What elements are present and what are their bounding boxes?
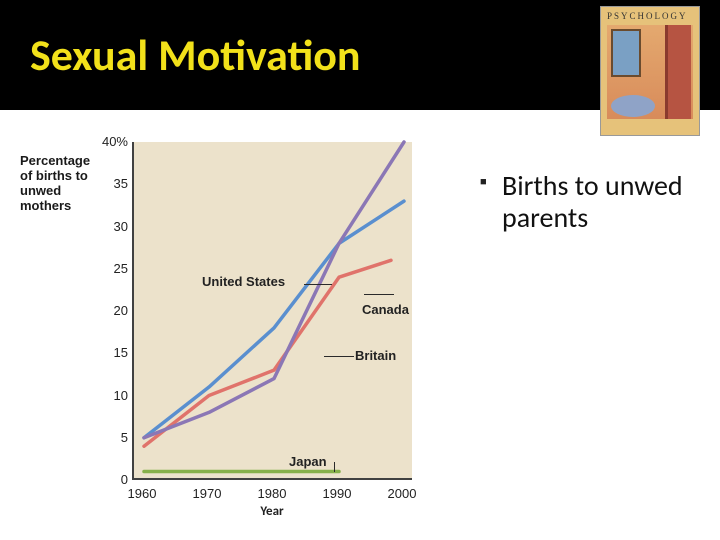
x-tick-label: 1970 (193, 486, 222, 501)
series-label: Japan (289, 454, 327, 469)
bullet-item: Births to unwed parents (480, 170, 700, 234)
chart: Percentage of births to unwed mothers Un… (20, 130, 450, 520)
y-tick-label: 10 (114, 388, 128, 403)
plot-area: United States Canada Britain Japan (132, 142, 412, 480)
series-label: Britain (355, 348, 396, 363)
content-row: Percentage of births to unwed mothers Un… (0, 110, 720, 520)
series-label: Canada (362, 302, 409, 317)
y-tick-label: 20 (114, 303, 128, 318)
y-tick-label: 15 (114, 345, 128, 360)
y-tick-label: 25 (114, 261, 128, 276)
slide-title: Sexual Motivation (30, 28, 361, 82)
y-tick-label: 35 (114, 176, 128, 191)
x-tick-label: 2000 (388, 486, 417, 501)
title-bar: Sexual Motivation PSYCHOLOGY (0, 0, 720, 110)
y-tick-label: 40% (102, 134, 128, 149)
y-tick-label: 30 (114, 219, 128, 234)
art-window (611, 29, 641, 77)
leader-line (304, 284, 332, 285)
series-line (144, 142, 404, 438)
x-axis-label: Year (132, 504, 412, 519)
book-art (607, 25, 693, 119)
y-tick-label: 0 (121, 472, 128, 487)
bullet-list: Births to unwed parents (450, 130, 700, 520)
book-header: PSYCHOLOGY (607, 11, 693, 21)
leader-line (364, 294, 394, 295)
y-axis-label: Percentage of births to unwed mothers (20, 154, 104, 214)
series-line (144, 201, 404, 438)
leader-line (334, 462, 335, 472)
leader-line (324, 356, 354, 357)
art-curtain (665, 25, 691, 119)
y-tick-label: 5 (121, 430, 128, 445)
x-tick-label: 1980 (258, 486, 287, 501)
x-tick-label: 1960 (128, 486, 157, 501)
series-label: United States (202, 274, 285, 289)
x-tick-label: 1990 (323, 486, 352, 501)
